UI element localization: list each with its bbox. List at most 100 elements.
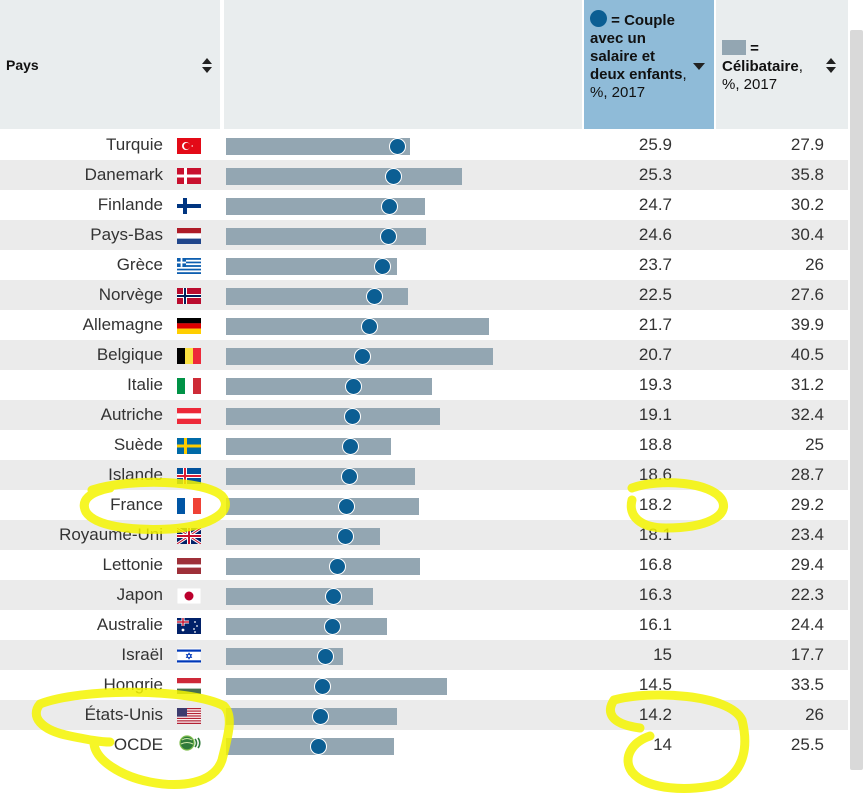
lv-flag-icon	[177, 558, 201, 574]
table-row[interactable]: Grèce 23.7 26	[0, 250, 848, 280]
table-row[interactable]: Lettonie 16.8 29.4	[0, 550, 848, 580]
header-pays[interactable]: Pays	[0, 0, 222, 129]
single-value-label: 30.2	[790, 195, 824, 214]
sort-down-icon[interactable]	[693, 63, 705, 70]
table-row[interactable]: Norvège 22.5 27.6	[0, 280, 848, 310]
table-row[interactable]: France 18.2 29.2	[0, 490, 848, 520]
couple-value-dot	[380, 198, 398, 215]
couple-value-dot	[337, 498, 355, 515]
il-flag-icon	[177, 648, 201, 664]
table-row[interactable]: Australie 16.1 24.4	[0, 610, 848, 640]
couple-value-label: 18.6	[638, 465, 672, 484]
couple-value-label: 14.2	[638, 705, 672, 724]
table-row[interactable]: Autriche 19.1 32.4	[0, 400, 848, 430]
table-row[interactable]: Italie 19.3 31.2	[0, 370, 848, 400]
dk-flag-icon	[177, 168, 201, 184]
table-row[interactable]: Allemagne 21.7 39.9	[0, 310, 848, 340]
table-row[interactable]: Israël 15 17.7	[0, 640, 848, 670]
country-label: Italie	[127, 375, 163, 394]
header-couple-label: = Couple avec un salaire et deux enfants…	[590, 10, 692, 102]
couple-value-label: 19.1	[638, 405, 672, 424]
single-value-label: 32.4	[790, 405, 824, 424]
single-value-bar	[226, 528, 381, 545]
couple-value-label: 21.7	[638, 315, 672, 334]
table-row[interactable]: Danemark 25.3 35.8	[0, 160, 848, 190]
header-couple[interactable]: = Couple avec un salaire et deux enfants…	[584, 0, 714, 129]
couple-value-label: 20.7	[638, 345, 672, 364]
table-row[interactable]: Royaume-Uni 18.1 23.4	[0, 520, 848, 550]
gr-flag-icon	[177, 258, 201, 274]
country-label: Australie	[96, 615, 163, 634]
couple-value-label: 16.8	[638, 555, 672, 574]
single-value-label: 25	[805, 435, 824, 454]
table-row[interactable]: Suède 18.8 25	[0, 430, 848, 460]
country-label: Danemark	[84, 165, 163, 184]
couple-value-dot	[361, 318, 379, 335]
table-row[interactable]: États-Unis 14.2 26	[0, 700, 848, 730]
single-value-label: 28.7	[790, 465, 824, 484]
single-value-label: 30.4	[790, 225, 824, 244]
couple-value-label: 25.3	[638, 165, 672, 184]
couple-value-dot	[311, 708, 329, 725]
scrollbar[interactable]	[850, 30, 863, 770]
header-couple-bold: = Couple avec un salaire et deux enfants	[590, 12, 683, 83]
single-value-bar	[226, 318, 490, 335]
couple-value-dot	[316, 648, 334, 665]
single-value-label: 26	[805, 705, 824, 724]
header-single[interactable]: = Célibataire, %, 2017	[716, 0, 848, 129]
table-row[interactable]: Turquie 25.9 27.9	[0, 130, 848, 160]
header-single-label: = Célibataire, %, 2017	[722, 40, 824, 94]
country-label: Finlande	[97, 195, 163, 214]
table-row[interactable]: Islande 18.6 28.7	[0, 460, 848, 490]
country-label: Israël	[121, 645, 163, 664]
single-value-bar	[226, 618, 387, 635]
table-row[interactable]: OCDE 14 25.5	[0, 730, 848, 760]
single-value-label: 23.4	[790, 525, 824, 544]
country-label: États-Unis	[84, 705, 163, 724]
single-value-bar	[226, 288, 408, 305]
header-pays-label: Pays	[6, 57, 39, 73]
couple-value-label: 24.7	[638, 195, 672, 214]
se-flag-icon	[177, 438, 201, 454]
table-row[interactable]: Hongrie 14.5 33.5	[0, 670, 848, 700]
single-value-label: 17.7	[790, 645, 824, 664]
couple-value-label: 19.3	[638, 375, 672, 394]
table-row[interactable]: Pays-Bas 24.6 30.4	[0, 220, 848, 250]
couple-value-label: 23.7	[638, 255, 672, 274]
table-row[interactable]: Finlande 24.7 30.2	[0, 190, 848, 220]
country-label: Allemagne	[82, 315, 163, 334]
single-value-label: 39.9	[790, 315, 824, 334]
sort-updown-icon[interactable]	[826, 58, 836, 74]
table-row[interactable]: Japon 16.3 22.3	[0, 580, 848, 610]
fr-flag-icon	[177, 498, 201, 514]
couple-value-label: 16.3	[638, 585, 672, 604]
us-flag-icon	[177, 708, 201, 724]
table-row[interactable]: Belgique 20.7 40.5	[0, 340, 848, 370]
couple-value-dot	[310, 738, 328, 755]
no-flag-icon	[177, 288, 201, 304]
couple-value-dot	[374, 258, 392, 275]
country-label: Hongrie	[103, 675, 163, 694]
de-flag-icon	[177, 318, 201, 334]
couple-value-dot	[328, 558, 346, 575]
country-label: Belgique	[96, 345, 163, 364]
header-chart-column	[224, 0, 582, 129]
single-value-bar	[226, 588, 373, 605]
couple-value-dot	[337, 528, 355, 545]
country-label: Royaume-Uni	[59, 525, 163, 544]
couple-value-dot	[343, 408, 361, 425]
single-value-bar	[226, 378, 432, 395]
couple-value-dot	[345, 378, 363, 395]
couple-value-dot	[380, 228, 398, 245]
couple-value-dot	[366, 288, 384, 305]
single-value-bar	[226, 468, 416, 485]
single-value-bar	[226, 198, 426, 215]
single-value-bar	[226, 648, 343, 665]
couple-value-dot	[354, 348, 372, 365]
couple-value-label: 25.9	[638, 135, 672, 154]
sort-updown-icon[interactable]	[202, 58, 212, 74]
country-label: Autriche	[100, 405, 163, 424]
country-label: Japon	[116, 585, 163, 604]
fi-flag-icon	[177, 198, 201, 214]
single-value-label: 35.8	[790, 165, 824, 184]
